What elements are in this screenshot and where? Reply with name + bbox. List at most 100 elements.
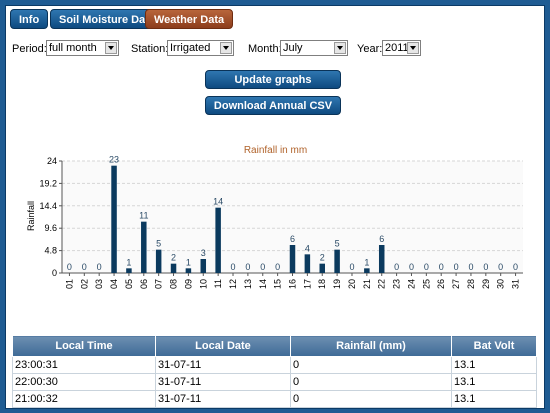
x-tick-label: 03: [94, 279, 104, 289]
data-label: 0: [424, 262, 429, 272]
period-select[interactable]: full month: [46, 40, 119, 56]
x-tick-label: 16: [288, 279, 298, 289]
x-tick-label: 15: [273, 279, 283, 289]
rainfall-chart: Rainfall in mm Rainfall 0 4.8 9.6 14.4 19.2 2…: [18, 141, 533, 301]
year-select-value: 2011: [385, 42, 409, 54]
data-label: 0: [454, 262, 459, 272]
data-label: 3: [201, 248, 206, 258]
table-row: 23:00:31 31-07-11 0 13.1: [12, 356, 537, 374]
data-label: 0: [394, 262, 399, 272]
page-frame: Info Soil Moisture Data Weather Data Per…: [5, 5, 545, 409]
table-header-row: Local Time Local Date Rainfall (mm) Bat …: [12, 335, 537, 357]
chart-title: Rainfall in mm: [243, 145, 308, 156]
table-cell: 13.1: [451, 390, 537, 408]
x-tick-label: 02: [79, 279, 89, 289]
column-header[interactable]: Local Time: [12, 335, 156, 357]
x-tick-label: 29: [481, 279, 491, 289]
data-label: 5: [156, 239, 161, 249]
x-tick-label: 27: [451, 279, 461, 289]
data-label: 1: [364, 257, 369, 267]
bar: [304, 254, 311, 273]
month-select[interactable]: July: [280, 40, 348, 56]
x-tick-label: 13: [243, 279, 253, 289]
y-tick-label: 19.2: [39, 178, 57, 188]
x-tick-label: 30: [496, 279, 506, 289]
x-tick-label: 10: [198, 279, 208, 289]
x-tick-label: 11: [213, 279, 223, 288]
data-label: 0: [67, 262, 72, 272]
data-label: 23: [109, 155, 119, 165]
data-label: 0: [231, 262, 236, 272]
chart-plot: 04.89.614.419.22400100200323041051106507…: [39, 155, 523, 289]
data-label: 0: [97, 262, 102, 272]
download-csv-button[interactable]: Download Annual CSV: [205, 96, 341, 115]
data-label: 0: [483, 262, 488, 272]
x-tick-label: 26: [436, 279, 446, 289]
year-select[interactable]: 2011: [382, 40, 421, 56]
chevron-down-icon: [105, 42, 117, 54]
x-tick-label: 25: [421, 279, 431, 289]
data-label: 14: [213, 197, 223, 207]
bar: [289, 245, 296, 273]
bar: [334, 249, 340, 273]
bar: [155, 249, 162, 273]
bar: [111, 165, 117, 273]
data-label: 6: [290, 234, 295, 244]
column-header[interactable]: Rainfall (mm): [290, 335, 452, 357]
period-label: Period:: [12, 43, 47, 55]
weather-data-table: Local Time Local Date Rainfall (mm) Bat …: [12, 335, 537, 408]
x-tick-label: 01: [64, 279, 74, 289]
table-cell: 31-07-11: [155, 356, 291, 374]
bar: [185, 268, 192, 273]
x-tick-label: 21: [362, 279, 372, 289]
station-select-value: Irrigated: [170, 42, 211, 54]
update-graphs-button[interactable]: Update graphs: [205, 70, 341, 89]
x-tick-label: 12: [228, 279, 238, 289]
table-cell: 0: [290, 373, 452, 391]
y-tick-label: 14.4: [39, 201, 57, 211]
chart-y-label: Rainfall: [26, 200, 37, 232]
data-label: 11: [139, 211, 148, 221]
table-cell: 31-07-11: [155, 390, 291, 408]
x-tick-label: 19: [332, 279, 342, 289]
data-label: 0: [245, 262, 250, 272]
x-tick-label: 18: [317, 279, 327, 289]
y-tick-label: 9.6: [44, 223, 57, 233]
x-tick-label: 20: [347, 279, 357, 289]
column-header[interactable]: Local Date: [155, 335, 291, 357]
table-row: 22:00:30 31-07-11 0 13.1: [12, 373, 537, 391]
table-row: 21:00:32 31-07-11 0 13.1: [12, 390, 537, 408]
month-select-value: July: [283, 42, 303, 54]
data-label: 0: [439, 262, 444, 272]
data-label: 5: [335, 239, 340, 249]
x-tick-label: 09: [183, 279, 193, 289]
chevron-down-icon: [407, 42, 419, 54]
tab-info[interactable]: Info: [10, 9, 49, 29]
y-tick-label: 24: [47, 156, 57, 166]
tab-soil-moisture-data[interactable]: Soil Moisture Data: [50, 9, 164, 29]
x-tick-label: 28: [466, 279, 476, 289]
x-tick-label: 05: [124, 279, 134, 289]
data-label: 0: [349, 262, 354, 272]
data-label: 1: [126, 257, 131, 267]
data-label: 2: [320, 253, 325, 263]
station-label: Station:: [131, 43, 169, 55]
table-cell: 31-07-11: [155, 373, 291, 391]
data-label: 0: [260, 262, 265, 272]
table-cell: 21:00:32: [12, 390, 156, 408]
table-cell: 13.1: [451, 373, 537, 391]
table-cell: 13.1: [451, 356, 537, 374]
x-tick-label: 31: [511, 279, 521, 289]
table-cell: 22:00:30: [12, 373, 156, 391]
data-label: 0: [498, 262, 503, 272]
x-tick-label: 17: [302, 279, 312, 289]
data-label: 0: [468, 262, 473, 272]
bar: [170, 263, 177, 273]
chevron-down-icon: [220, 42, 232, 54]
column-header[interactable]: Bat Volt: [451, 335, 537, 357]
tab-weather-data[interactable]: Weather Data: [145, 9, 234, 29]
x-tick-label: 07: [154, 279, 164, 289]
x-tick-label: 08: [169, 279, 179, 289]
chevron-down-icon: [334, 42, 346, 54]
station-select[interactable]: Irrigated: [167, 40, 234, 56]
